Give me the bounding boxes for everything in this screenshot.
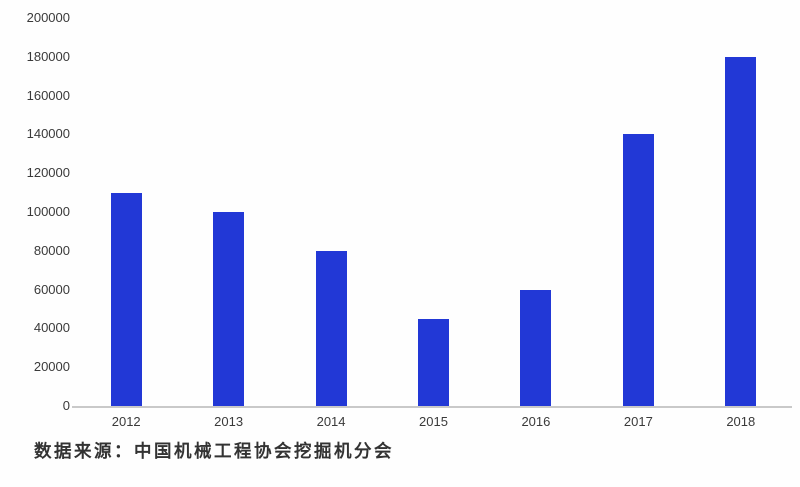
y-tick-label: 140000 — [26, 126, 70, 142]
x-tick-label: 2012 — [111, 414, 141, 429]
source-caption: 数据来源：中国机械工程协会挖掘机分会 — [34, 441, 394, 461]
bar-2012 — [110, 192, 142, 406]
bar-2014 — [315, 250, 347, 406]
y-tick-label: 200000 — [26, 10, 70, 25]
y-tick-label: 40000 — [33, 320, 70, 336]
y-tick-label: 60000 — [33, 281, 70, 297]
bar-2013 — [213, 212, 245, 406]
x-tick-label: 2013 — [214, 414, 244, 429]
x-tick-label: 2017 — [623, 414, 653, 429]
y-tick-label: 100000 — [26, 204, 70, 219]
x-tick-label: 2015 — [419, 414, 448, 429]
x-axis-line — [72, 406, 792, 408]
bar-2015 — [418, 318, 449, 406]
bar-2016 — [520, 289, 552, 406]
y-tick-label: 20000 — [33, 359, 70, 375]
y-tick-label: 0 — [62, 398, 70, 413]
y-tick-label: 180000 — [26, 48, 70, 64]
y-tick-label: 160000 — [26, 87, 70, 103]
y-tick-label: 80000 — [33, 242, 70, 258]
bar-2018 — [725, 56, 757, 406]
bar-2017 — [622, 134, 654, 406]
x-tick-label: 2018 — [726, 414, 756, 429]
x-tick-label: 2016 — [521, 414, 551, 429]
y-tick-label: 120000 — [26, 165, 70, 181]
x-tick-label: 2014 — [316, 414, 346, 429]
